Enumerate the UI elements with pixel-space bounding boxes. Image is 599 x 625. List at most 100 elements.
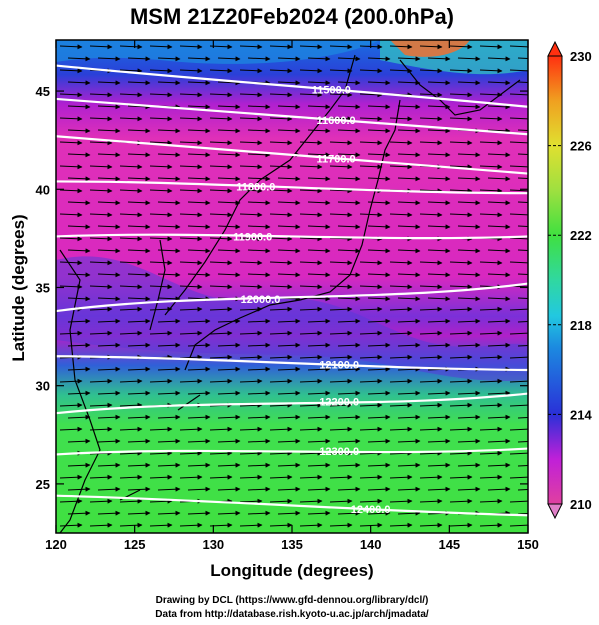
wind-arrow [449, 426, 473, 432]
wind-arrow [449, 474, 473, 480]
wind-arrow [487, 224, 511, 230]
wind-arrow [127, 248, 151, 254]
wind-arrow [307, 414, 331, 420]
wind-arrow [187, 56, 211, 62]
wind-arrow [269, 92, 293, 98]
wind-arrow [329, 44, 353, 50]
wind-arrow [299, 236, 323, 242]
height-contour [56, 447, 528, 456]
wind-arrow [367, 152, 391, 158]
wind-arrow [329, 212, 353, 218]
wind-arrow [239, 330, 263, 336]
wind-arrow [479, 68, 503, 74]
wind-arrow [449, 188, 473, 194]
wind-arrow [277, 486, 301, 492]
wind-arrow [337, 438, 361, 444]
wind-arrow [479, 498, 503, 504]
wind-arrow [217, 176, 241, 182]
wind-arrow [457, 224, 481, 230]
wind-arrow [427, 56, 451, 62]
wind-arrow [97, 486, 121, 492]
wind-arrow [277, 272, 301, 278]
wind-arrow [97, 390, 121, 396]
wind-arrow [217, 152, 241, 158]
wind-arrow [239, 354, 263, 360]
wind-arrow [239, 140, 263, 146]
wind-arrow [427, 272, 451, 278]
wind-arrow [127, 438, 151, 444]
wind-arrow [179, 426, 203, 432]
wind-arrow [419, 498, 443, 504]
wind-arrow [359, 426, 383, 432]
wind-arrow [389, 330, 413, 336]
wind-arrow [299, 330, 323, 336]
wind-arrow [359, 474, 383, 480]
wind-arrow [389, 212, 413, 218]
wind-arrow [479, 92, 503, 98]
wind-arrow [89, 212, 113, 218]
wind-arrow [67, 128, 91, 134]
wind-arrow [509, 402, 528, 408]
wind-arrow [367, 224, 391, 230]
wind-arrow [509, 68, 528, 74]
wind-arrow [457, 390, 481, 396]
wind-arrow [337, 152, 361, 158]
y-axis: 25 30 35 40 45 [36, 84, 528, 492]
wind-arrow [277, 248, 301, 254]
wind-arrow [307, 366, 331, 372]
wind-arrow [239, 116, 263, 122]
wind-arrow [119, 284, 143, 290]
wind-arrow [337, 296, 361, 302]
wind-arrow [427, 438, 451, 444]
wind-arrow [397, 438, 421, 444]
contour-label: 11900.0 [233, 231, 272, 243]
wind-arrow [329, 284, 353, 290]
wind-arrow [479, 402, 503, 408]
wind-arrow [98, 537, 120, 538]
x-tick-label: 135 [281, 537, 303, 552]
wind-arrow [517, 489, 528, 491]
wind-arrow [359, 140, 383, 146]
coastlines [59, 54, 521, 533]
colorbar-max-extension [547, 40, 563, 57]
wind-arrow [67, 342, 91, 348]
wind-arrow [187, 510, 211, 516]
wind-arrow [157, 248, 181, 254]
wind-arrow [67, 414, 91, 420]
wind-arrow [97, 128, 121, 134]
height-contour [56, 282, 528, 313]
wind-arrow [397, 510, 421, 516]
wind-arrow [269, 474, 293, 480]
wind-arrow [509, 306, 528, 312]
wind-arrow [389, 260, 413, 266]
wind-arrow [479, 44, 503, 50]
wind-arrow [149, 474, 173, 480]
wind-arrow [157, 200, 181, 206]
wind-arrow [149, 378, 173, 384]
wind-arrow [367, 318, 391, 324]
wind-arrow [487, 80, 511, 86]
wind-arrow [308, 537, 330, 538]
wind-arrow [217, 80, 241, 86]
wind-arrow [157, 80, 181, 86]
wind-arrow [487, 342, 511, 348]
wind-arrow [337, 414, 361, 420]
wind-arrow [277, 176, 301, 182]
wind-arrow [329, 260, 353, 266]
wind-arrow [217, 390, 241, 396]
wind-arrow [449, 306, 473, 312]
wind-arrow [209, 306, 233, 312]
wind-arrow [479, 306, 503, 312]
wind-arrow [149, 330, 173, 336]
wind-arrow [299, 450, 323, 456]
wind-arrow [487, 128, 511, 134]
wind-arrow [427, 224, 451, 230]
wind-arrow [337, 176, 361, 182]
wind-arrow [247, 438, 271, 444]
wind-arrow [427, 248, 451, 254]
wind-arrow [479, 426, 503, 432]
wind-arrow [89, 474, 113, 480]
wind-arrow [247, 272, 271, 278]
wind-arrow [149, 116, 173, 122]
wind-arrow [187, 438, 211, 444]
